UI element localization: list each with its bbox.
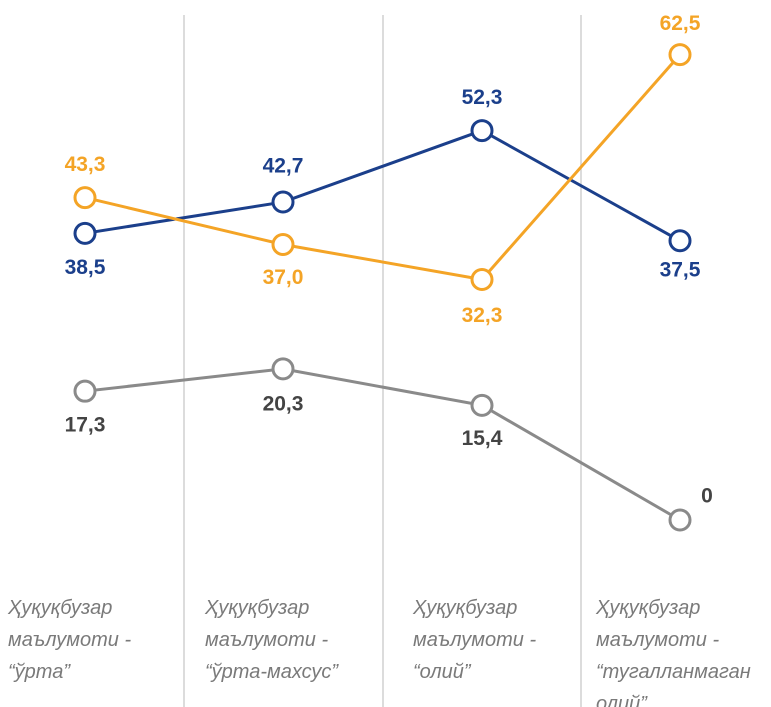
data-label: 0 [701,485,713,508]
data-label: 38,5 [65,256,106,279]
point [271,190,295,214]
data-label: 20,3 [263,392,304,415]
data-label: 42,7 [263,155,304,178]
point [470,119,494,143]
category-label: Ҳуқуқбузар маълумоти - “ўрта” [8,597,132,683]
data-label: 15,4 [462,427,503,450]
point [271,357,295,381]
series-line [84,53,682,282]
point [271,232,295,256]
data-label: 37,0 [263,266,304,289]
point [470,267,494,291]
point [470,393,494,417]
data-label: 32,3 [462,304,503,327]
point [73,221,97,245]
point [668,43,692,67]
category-label: Ҳуқуқбузар маълумоти - “тугалланмаган ол… [596,597,751,707]
point [668,508,692,532]
point [73,186,97,210]
series-line [84,367,681,522]
series-line [84,128,681,243]
data-label: 17,3 [65,414,106,437]
point [668,229,692,253]
data-label: 43,3 [65,153,106,176]
data-label: 62,5 [660,12,701,35]
data-label: 52,3 [462,86,503,109]
category-label: Ҳуқуқбузар маълумоти - “олий” [413,597,537,683]
point [73,379,97,403]
data-label: 37,5 [660,258,701,281]
category-label: Ҳуқуқбузар маълумоти - “ўрта-махсус” [205,597,339,683]
